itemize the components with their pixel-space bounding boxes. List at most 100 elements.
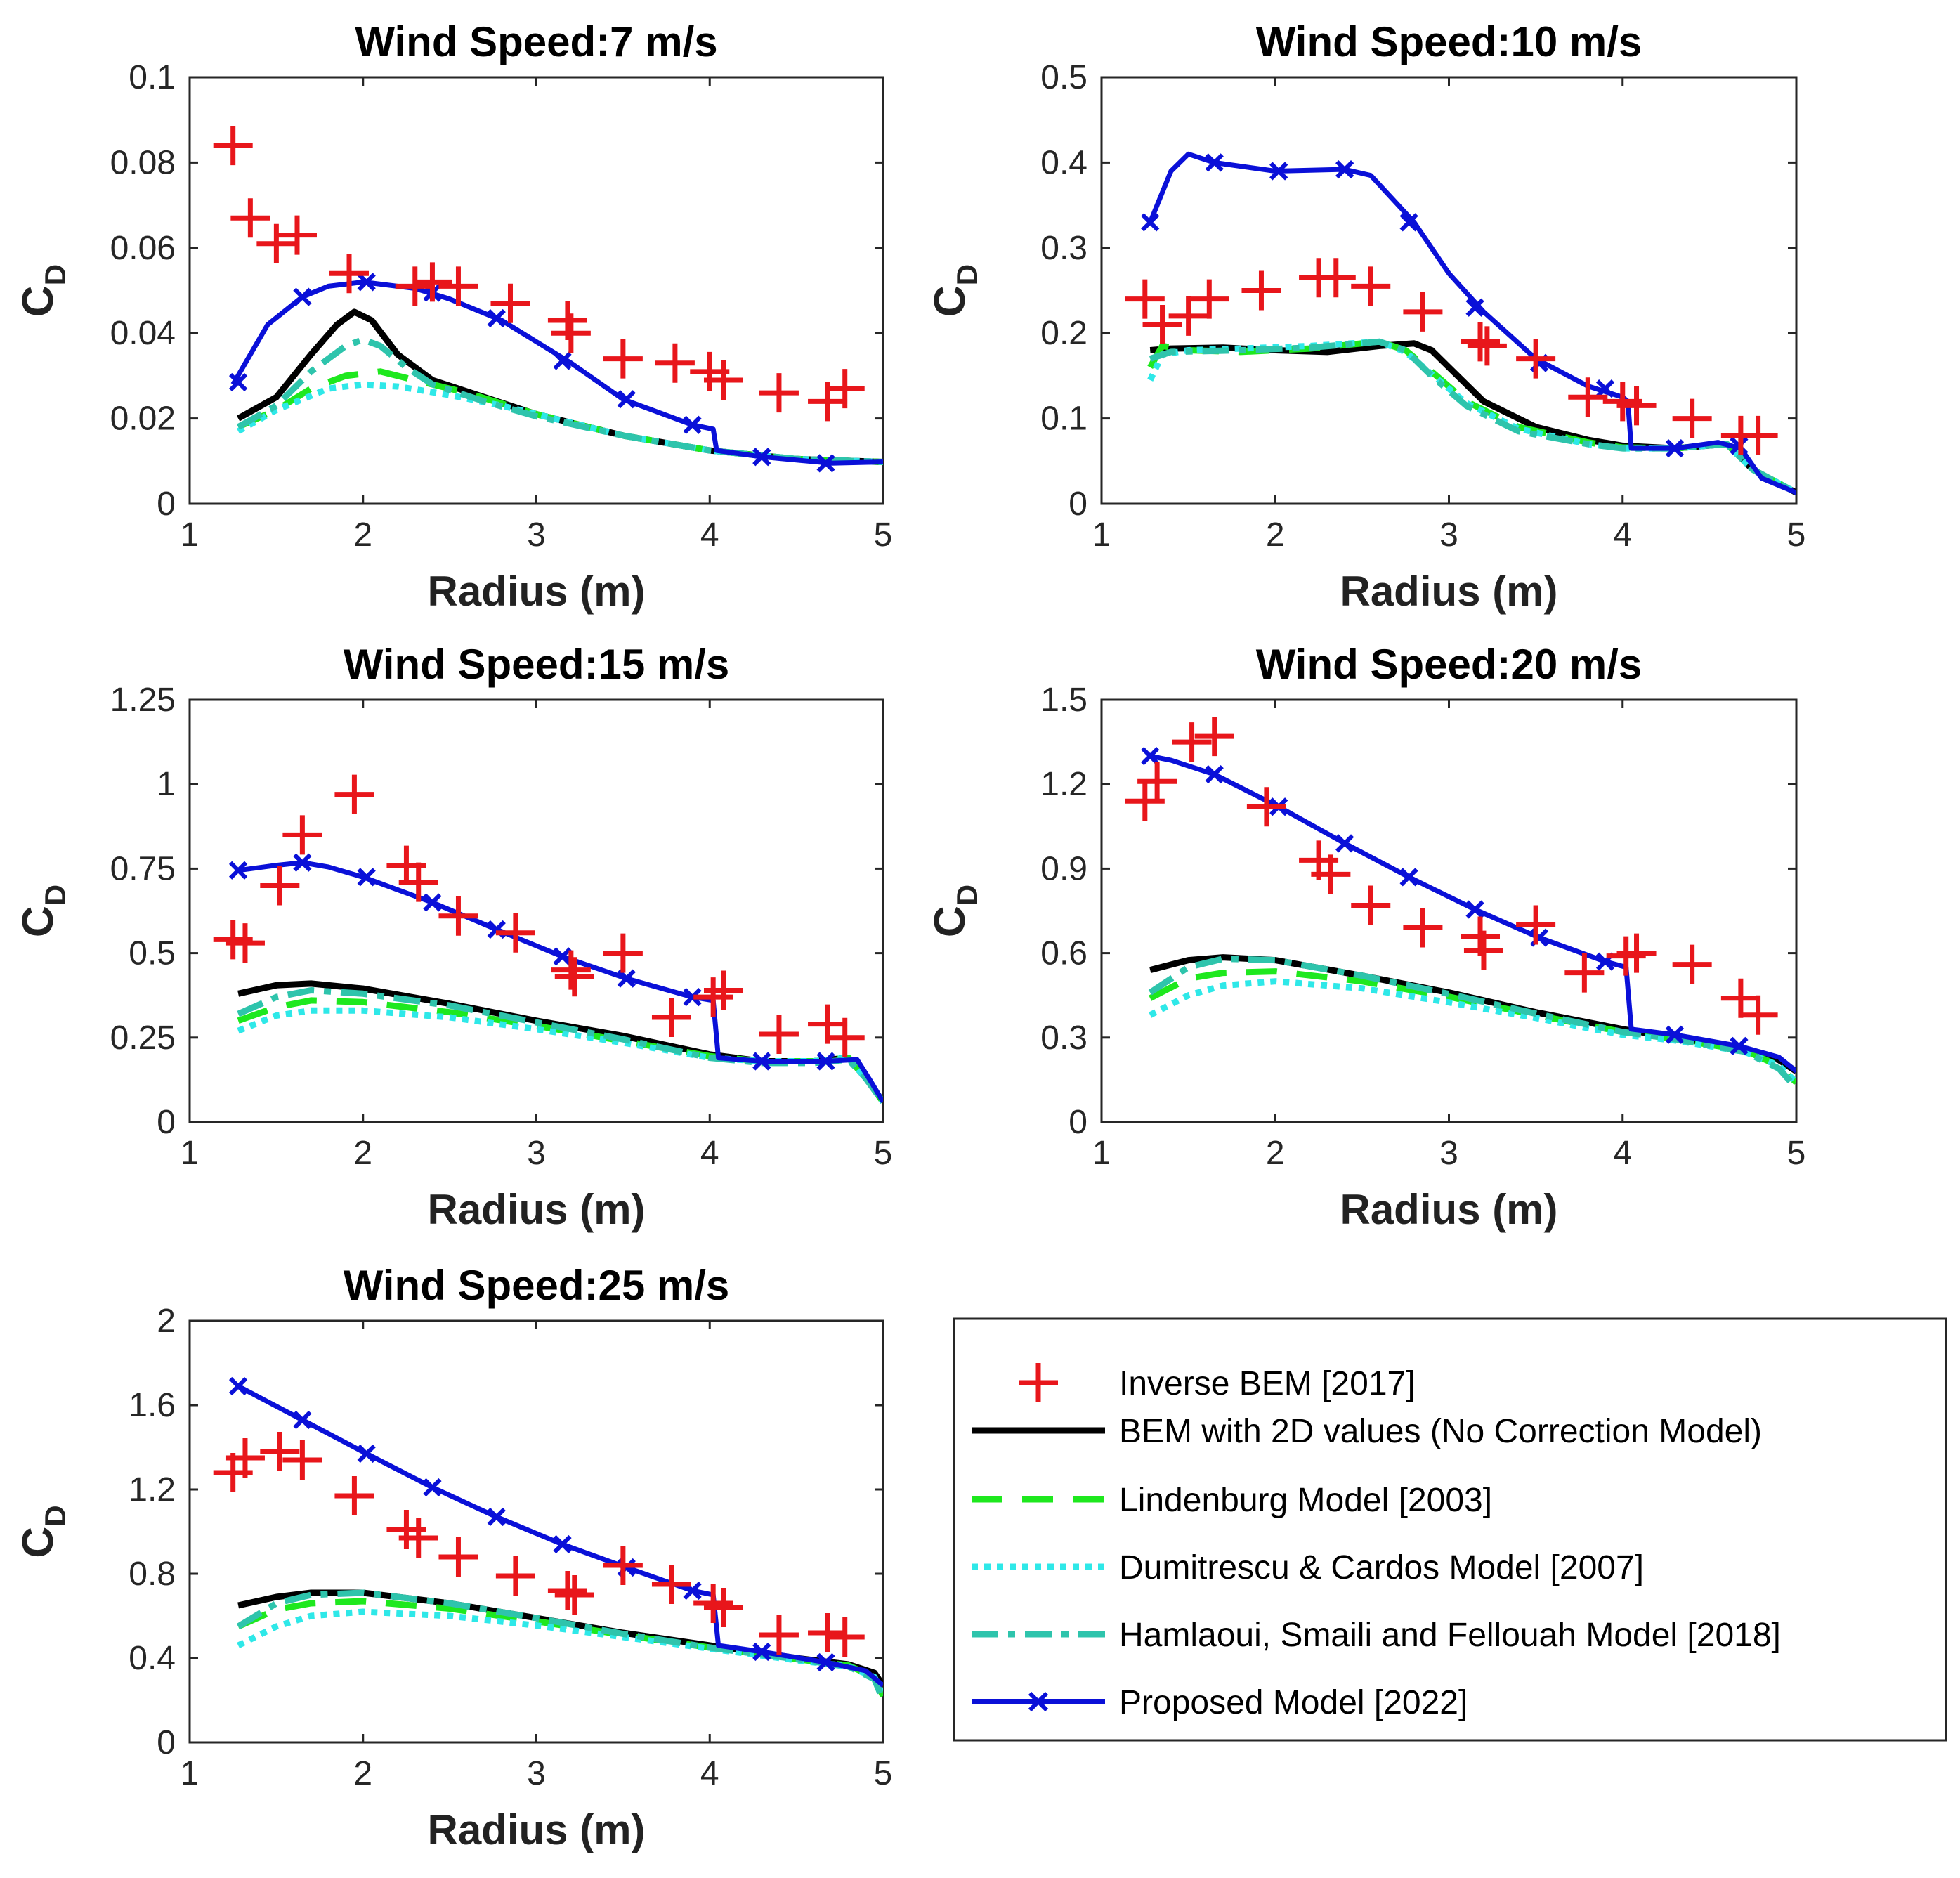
legend-entry-bem2d: BEM with 2D values (No Correction Model) [972, 1413, 1762, 1450]
y-tick-label: 0.75 [110, 850, 176, 887]
x-tick-label: 3 [1439, 516, 1458, 554]
x-tick-label: 1 [181, 1135, 200, 1172]
proposed-model-marker [683, 415, 702, 434]
inverse-bem-point [225, 923, 265, 963]
inverse-bem-point [1351, 885, 1391, 925]
proposed-model-marker [423, 893, 442, 912]
legend-swatch-inverse [1019, 1363, 1058, 1402]
inverse-bem-point [759, 373, 799, 413]
inverse-bem-point [1316, 258, 1356, 298]
inverse-bem-point [495, 1556, 535, 1596]
chart-title: Wind Speed:15 m/s [344, 641, 730, 688]
proposed-model-marker [1335, 159, 1354, 179]
inverse-bem-point [825, 369, 865, 409]
y-tick-label: 1.6 [129, 1387, 176, 1424]
x-tick-label: 4 [700, 1755, 719, 1792]
proposed-model-marker [357, 273, 376, 292]
inverse-bem-point [603, 933, 643, 973]
legend-label-inverse: Inverse BEM [2017] [1119, 1365, 1416, 1402]
inverse-bem-point [398, 862, 438, 902]
y-tick-label: 1.2 [1040, 766, 1087, 803]
legend-entry-lindenburg: Lindenburg Model [2003] [972, 1482, 1492, 1519]
inverse-bem-point [808, 1613, 848, 1652]
inverse-bem-point [490, 283, 530, 323]
y-tick-label: 0.1 [1040, 400, 1087, 438]
x-tick-label: 5 [1787, 516, 1806, 554]
series-line-hamlaoui [1148, 956, 1796, 1090]
chart-title: Wind Speed:25 m/s [344, 1262, 730, 1309]
y-tick-label: 0.2 [1040, 315, 1087, 352]
y-tick-label: 0 [157, 485, 176, 523]
proposed-model-marker [553, 351, 572, 370]
series-line-dumitrescu [236, 381, 883, 465]
legend-entry-proposed: Proposed Model [2022] [972, 1684, 1468, 1721]
inverse-bem-point [651, 997, 691, 1037]
y-tick-label: 1 [157, 766, 176, 803]
inverse-bem-point [260, 1432, 300, 1471]
inverse-bem-point [1616, 933, 1657, 973]
x-tick-label: 3 [527, 1755, 546, 1792]
proposed-model-marker [1595, 379, 1615, 398]
proposed-model-marker [752, 1052, 771, 1071]
x-tick-label: 2 [1266, 516, 1285, 554]
proposed-model-marker [228, 861, 248, 880]
inverse-bem-point [1672, 944, 1712, 984]
y-tick-label: 0.08 [110, 144, 176, 181]
y-tick-label: 0.8 [129, 1556, 176, 1593]
inverse-bem-point [1463, 930, 1503, 970]
y-tick-label: 0.4 [1040, 144, 1087, 181]
inverse-bem-point [1738, 995, 1778, 1035]
legend-label-hamlaoui: Hamlaoui, Smaili and Fellouah Model [201… [1119, 1617, 1781, 1654]
inverse-bem-point [1516, 339, 1556, 379]
y-tick-label: 0.04 [110, 315, 176, 352]
y-axis-label: CD [14, 264, 72, 317]
inverse-bem-point [438, 896, 478, 936]
inverse-bem-point [603, 1546, 643, 1585]
y-axis-label: CD [14, 1505, 72, 1558]
subplot-2: 1 2 3 4 5 0 0.1 0.2 0.3 0.4 0.5 Wind Speed:10 m/s Ra… [926, 18, 1805, 615]
inverse-bem-point [1194, 717, 1234, 757]
inverse-bem-point [329, 254, 370, 294]
series-line-proposed [1147, 151, 1796, 495]
proposed-model-marker [357, 1444, 376, 1463]
inverse-bem-point [225, 1438, 265, 1478]
proposed-model-marker [1335, 834, 1354, 853]
legend-label-bem2d: BEM with 2D values (No Correction Model) [1119, 1413, 1762, 1450]
y-tick-label: 0.06 [110, 230, 176, 267]
inverse-bem-point [551, 950, 591, 990]
legend-entry-inverse: Inverse BEM [2017] [1019, 1363, 1416, 1402]
y-tick-label: 0 [1069, 1104, 1087, 1141]
series-line-hamlaoui [237, 987, 883, 1104]
proposed-model-marker [1399, 213, 1418, 232]
inverse-bem-point [1403, 908, 1443, 948]
inverse-bem-point [1616, 386, 1657, 426]
proposed-model-marker [1399, 868, 1418, 887]
x-tick-label: 2 [1266, 1135, 1285, 1172]
inverse-bem-point [1125, 781, 1165, 821]
legend-label-lindenburg: Lindenburg Model [2003] [1119, 1482, 1492, 1519]
series-line-dumitrescu [1149, 978, 1796, 1085]
x-tick-label: 4 [700, 516, 719, 554]
x-axis-label: Radius (m) [1340, 1186, 1557, 1233]
inverse-bem-point [1351, 266, 1391, 306]
series-line-proposed [237, 1383, 883, 1688]
inverse-bem-point [1672, 398, 1712, 438]
inverse-bem-point [495, 913, 535, 953]
inverse-bem-point [277, 215, 317, 255]
y-tick-label: 1.5 [1040, 682, 1087, 719]
legend-label-dumitrescu: Dumitrescu & Cardos Model [2007] [1119, 1549, 1644, 1586]
inverse-bem-point [655, 343, 695, 383]
inverse-bem-point [282, 1440, 322, 1480]
proposed-model-marker [752, 448, 771, 467]
x-tick-label: 3 [1439, 1135, 1458, 1172]
inverse-bem-point [1467, 326, 1507, 366]
subplot-4: 1 2 3 4 5 0 0.3 0.6 0.9 1.2 1.5 Wind Speed:20 m/s Ra… [926, 641, 1805, 1233]
x-tick-label: 2 [353, 516, 372, 554]
y-axis-label: CD [926, 264, 984, 317]
x-tick-label: 5 [874, 516, 893, 554]
proposed-model-marker [1141, 213, 1160, 232]
y-tick-label: 1.25 [110, 682, 176, 719]
x-tick-label: 1 [1092, 516, 1111, 554]
x-tick-label: 1 [181, 516, 200, 554]
